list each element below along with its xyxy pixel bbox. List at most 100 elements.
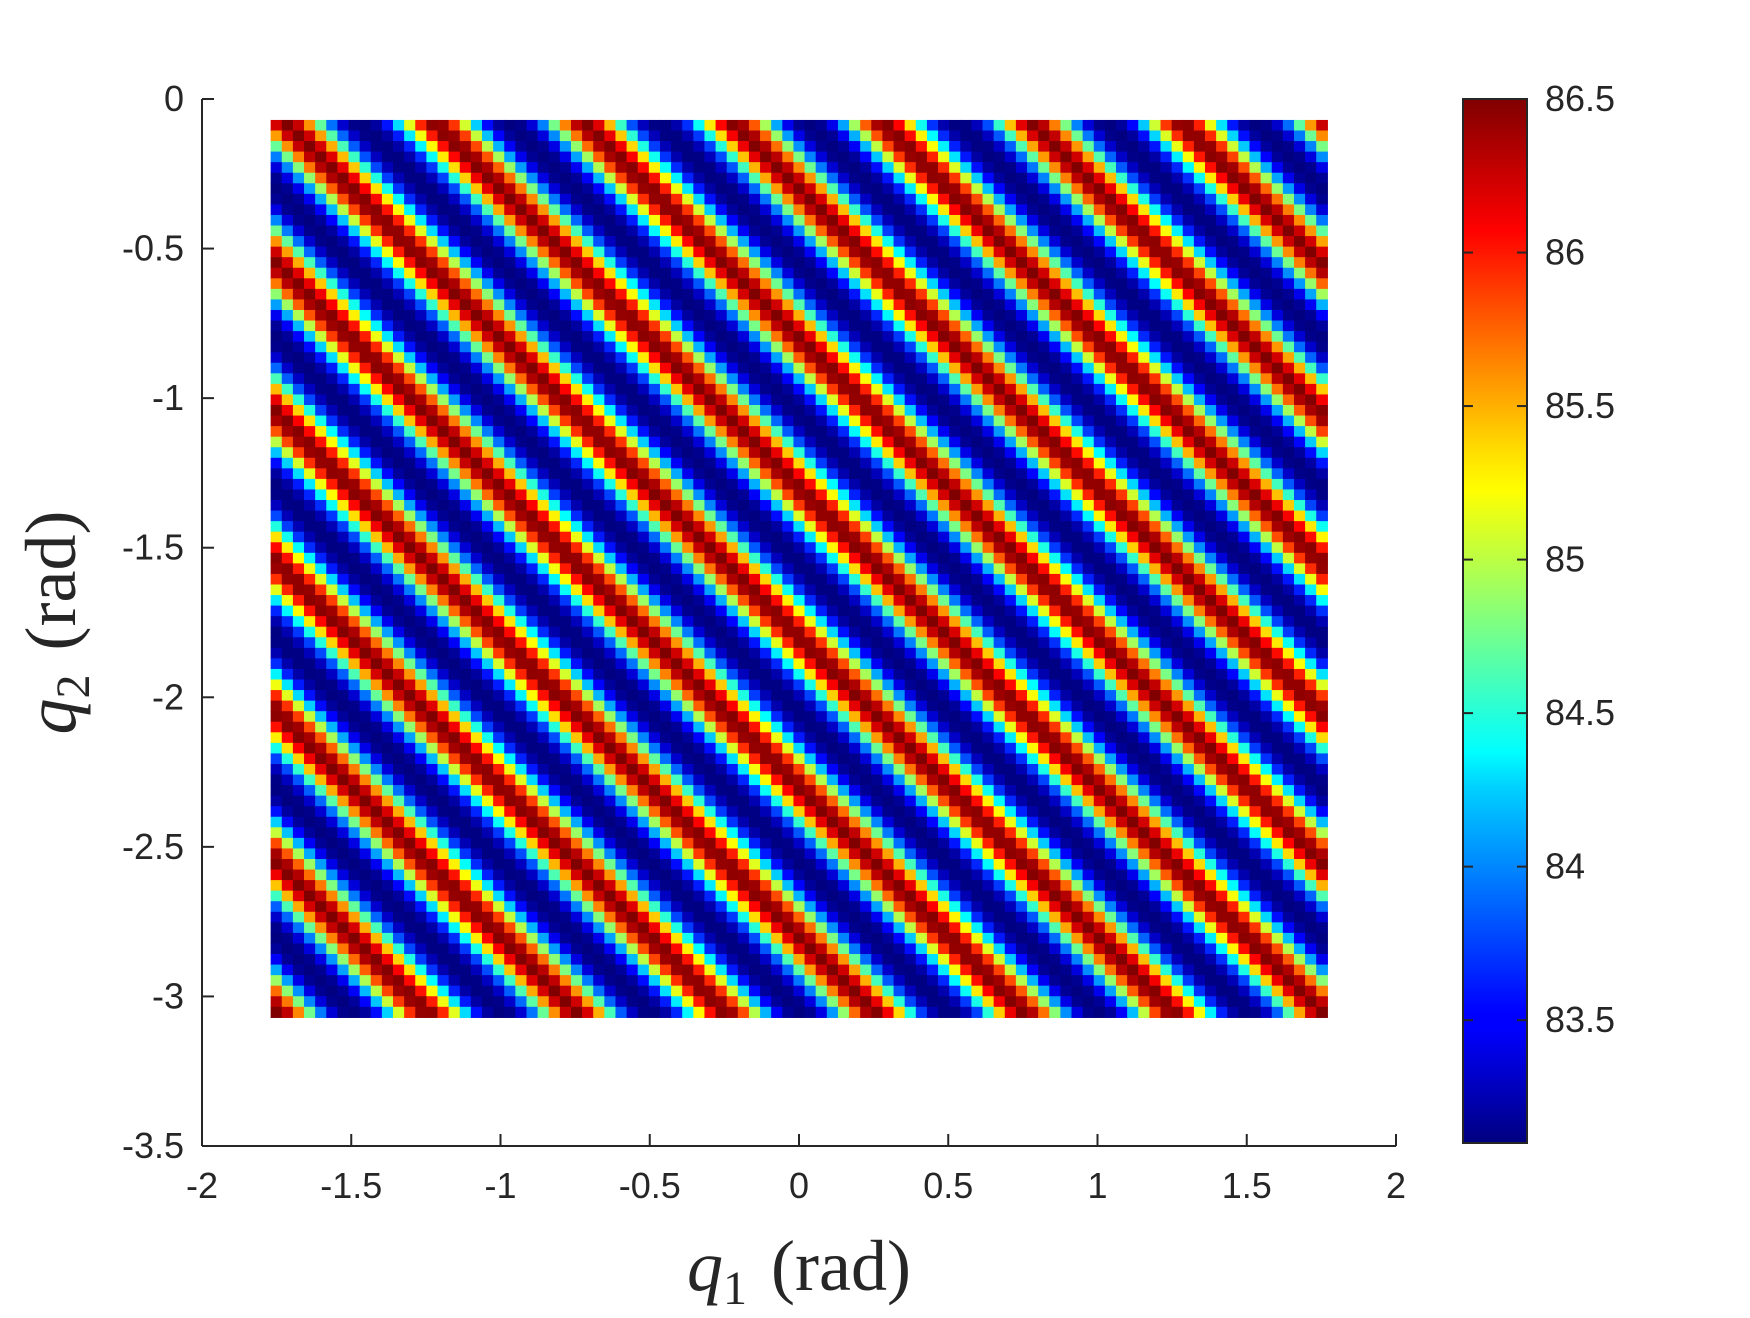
heatmap-cell	[971, 257, 984, 269]
heatmap-cell	[837, 415, 850, 427]
heatmap-cell	[1049, 658, 1061, 670]
heatmap-cell	[515, 309, 528, 322]
heatmap-cell	[459, 130, 472, 142]
heatmap-cell	[1116, 141, 1128, 153]
heatmap-cell	[1182, 457, 1195, 469]
heatmap-cell	[1093, 331, 1106, 343]
heatmap-cell	[559, 236, 572, 248]
heatmap-cell	[860, 246, 872, 258]
heatmap-cell	[782, 573, 795, 586]
heatmap-cell	[737, 500, 750, 512]
heatmap-cell	[337, 288, 350, 301]
heatmap-cell	[448, 288, 461, 301]
heatmap-cell	[537, 373, 550, 385]
heatmap-cell	[826, 352, 839, 364]
heatmap-cell	[693, 605, 706, 617]
heatmap-cell	[804, 457, 817, 469]
heatmap-cell	[1249, 626, 1262, 638]
heatmap-cell	[938, 616, 950, 628]
heatmap-cell	[837, 626, 850, 638]
heatmap-cell	[1249, 246, 1262, 258]
heatmap-cell	[1282, 584, 1295, 596]
heatmap-cell	[1282, 626, 1295, 638]
heatmap-cell	[971, 478, 984, 491]
heatmap-cell	[815, 204, 828, 216]
heatmap-cell	[837, 605, 850, 617]
heatmap-cell	[826, 373, 839, 385]
heatmap-cell	[582, 573, 594, 586]
heatmap-cell	[1305, 141, 1317, 153]
heatmap-cell	[949, 204, 961, 216]
heatmap-cell	[715, 647, 728, 659]
heatmap-cell	[849, 373, 861, 385]
heatmap-cell	[837, 299, 850, 311]
heatmap-cell	[1071, 626, 1084, 638]
heatmap-cell	[415, 573, 427, 586]
heatmap-cell	[637, 383, 650, 396]
heatmap-cell	[815, 309, 828, 322]
heatmap-cell	[1282, 415, 1295, 427]
heatmap-cell	[292, 267, 305, 279]
heatmap-cell	[993, 415, 1006, 427]
heatmap-cell	[949, 141, 961, 153]
heatmap-cell	[938, 626, 950, 638]
heatmap-cell	[1060, 352, 1073, 364]
heatmap-cell	[1015, 288, 1028, 301]
heatmap-cell	[526, 204, 539, 216]
heatmap-cell	[938, 457, 950, 469]
heatmap-cell	[837, 468, 850, 480]
heatmap-cell	[526, 489, 539, 501]
heatmap-cell	[926, 267, 939, 279]
heatmap-cell	[1282, 552, 1295, 564]
heatmap-cell	[826, 595, 839, 607]
heatmap-cell	[682, 573, 694, 586]
heatmap-cell	[771, 616, 783, 628]
heatmap-cell	[1260, 447, 1273, 459]
heatmap-cell	[915, 552, 928, 564]
heatmap-cell	[904, 500, 917, 512]
heatmap-cell	[1216, 658, 1228, 670]
heatmap-cell	[1127, 236, 1139, 248]
heatmap-cell	[1216, 415, 1228, 427]
heatmap-cell	[593, 130, 605, 142]
heatmap-cell	[1060, 637, 1073, 649]
heatmap-cell	[370, 426, 383, 438]
heatmap-cell	[1038, 257, 1050, 269]
heatmap-cell	[748, 489, 761, 501]
heatmap-cell	[1138, 373, 1150, 385]
heatmap-cell	[715, 605, 728, 617]
heatmap-cell	[404, 573, 416, 586]
heatmap-cell	[1193, 616, 1206, 628]
heatmap-cell	[270, 246, 283, 258]
heatmap-cell	[1171, 141, 1184, 153]
heatmap-cell	[993, 362, 1006, 374]
heatmap-cell	[637, 309, 650, 322]
heatmap-cell	[804, 119, 817, 132]
heatmap-cell	[726, 373, 739, 385]
heatmap-cell	[1238, 141, 1251, 153]
heatmap-cell	[415, 468, 427, 480]
heatmap-cell	[526, 172, 539, 184]
heatmap-cell	[281, 257, 294, 269]
heatmap-cell	[493, 542, 505, 554]
heatmap-cell	[326, 331, 338, 343]
heatmap-cell	[604, 605, 617, 617]
heatmap-cell	[437, 341, 450, 353]
heatmap-cell	[871, 426, 884, 438]
heatmap-cell	[904, 225, 917, 237]
heatmap-cell	[1282, 320, 1295, 332]
heatmap-cell	[481, 162, 494, 174]
heatmap-cell	[370, 531, 383, 543]
heatmap-cell	[637, 151, 650, 163]
heatmap-cell	[1260, 563, 1273, 575]
heatmap-cell	[637, 172, 650, 184]
heatmap-cell	[437, 214, 450, 227]
heatmap-cell	[659, 257, 672, 269]
heatmap-cell	[548, 267, 561, 279]
heatmap-cell	[393, 214, 405, 227]
heatmap-cell	[304, 341, 316, 353]
heatmap-cell	[1316, 542, 1328, 554]
heatmap-cell	[782, 331, 795, 343]
heatmap-cell	[904, 183, 917, 195]
heatmap-cell	[871, 119, 884, 132]
